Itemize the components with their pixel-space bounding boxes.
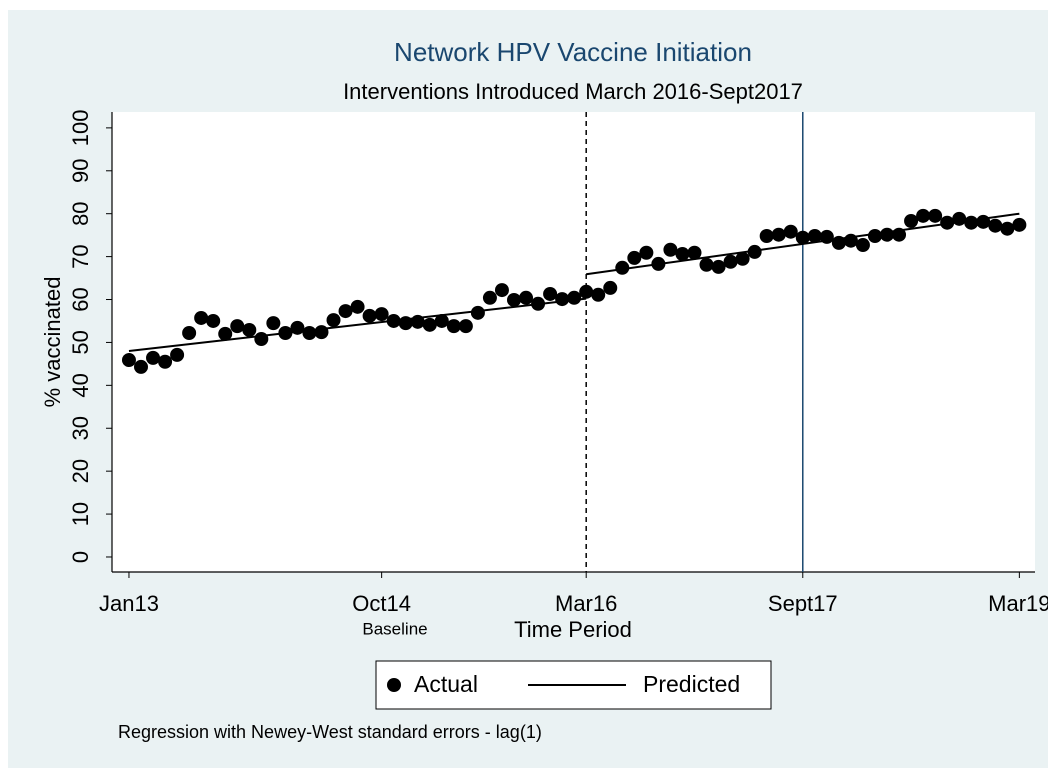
point bbox=[434, 313, 449, 328]
y-tick-label: 40 bbox=[68, 373, 93, 397]
point bbox=[579, 284, 594, 299]
point bbox=[133, 359, 148, 374]
point bbox=[1000, 221, 1015, 236]
point bbox=[639, 245, 654, 260]
y-tick-label: 10 bbox=[68, 502, 93, 526]
point bbox=[519, 290, 534, 305]
point bbox=[230, 319, 245, 334]
point bbox=[675, 247, 690, 262]
y-tick-label: 90 bbox=[68, 159, 93, 183]
point bbox=[627, 250, 642, 265]
point bbox=[242, 322, 257, 337]
point bbox=[663, 242, 678, 257]
point bbox=[470, 305, 485, 320]
line bbox=[586, 212, 1020, 276]
point bbox=[904, 213, 919, 228]
point bbox=[338, 304, 353, 319]
point bbox=[988, 218, 1003, 233]
point bbox=[543, 286, 558, 301]
point bbox=[350, 299, 365, 314]
point bbox=[976, 214, 991, 229]
x-tick-label: Mar19 bbox=[988, 591, 1048, 616]
point bbox=[362, 308, 377, 323]
point bbox=[266, 316, 281, 331]
y-tick-label: 0 bbox=[68, 551, 93, 563]
point bbox=[771, 227, 786, 242]
point bbox=[615, 260, 630, 275]
point bbox=[507, 292, 522, 307]
legend-label: Actual bbox=[414, 671, 478, 697]
chart-title: Network HPV Vaccine Initiation bbox=[394, 37, 752, 67]
point bbox=[326, 313, 341, 328]
x-tick-label: Sept17 bbox=[768, 591, 838, 616]
point bbox=[170, 347, 185, 362]
y-tick-label: 50 bbox=[68, 330, 93, 354]
plot-area bbox=[112, 112, 1035, 572]
point bbox=[206, 313, 221, 328]
point bbox=[1012, 217, 1027, 232]
point bbox=[747, 244, 762, 259]
point bbox=[867, 229, 882, 244]
chart-subtitle: Interventions Introduced March 2016-Sept… bbox=[343, 79, 803, 104]
point bbox=[254, 331, 269, 346]
point bbox=[711, 259, 726, 274]
point bbox=[807, 229, 822, 244]
point bbox=[182, 325, 197, 340]
point bbox=[916, 208, 931, 223]
point bbox=[964, 215, 979, 230]
y-tick-label: 30 bbox=[68, 416, 93, 440]
point bbox=[880, 227, 895, 242]
point bbox=[603, 280, 618, 295]
legend-label: Predicted bbox=[643, 671, 740, 697]
point bbox=[158, 354, 173, 369]
point bbox=[555, 292, 570, 307]
point bbox=[121, 353, 136, 368]
point bbox=[783, 224, 798, 239]
point bbox=[591, 287, 606, 302]
x-axis-label: Time Period bbox=[514, 617, 632, 642]
point bbox=[759, 229, 774, 244]
note: Regression with Newey-West standard erro… bbox=[118, 722, 542, 742]
y-tick-label: 60 bbox=[68, 287, 93, 311]
x-tick-label: Oct14 bbox=[352, 591, 411, 616]
point bbox=[795, 230, 810, 245]
point bbox=[735, 251, 750, 266]
y-tick-label: 80 bbox=[68, 201, 93, 225]
point bbox=[458, 319, 473, 334]
point bbox=[567, 290, 582, 305]
point bbox=[494, 283, 509, 298]
point bbox=[302, 325, 317, 340]
line bbox=[128, 297, 587, 353]
y-tick-label: 70 bbox=[68, 244, 93, 268]
y-axis-label: % vaccinated bbox=[40, 277, 65, 408]
point bbox=[374, 307, 389, 322]
point bbox=[422, 317, 437, 332]
point bbox=[687, 245, 702, 260]
legend-symbol bbox=[387, 678, 401, 692]
point bbox=[699, 257, 714, 272]
point bbox=[928, 208, 943, 223]
point bbox=[855, 238, 870, 253]
x-tick-label: Jan13 bbox=[99, 591, 159, 616]
annotation: Baseline bbox=[362, 619, 427, 638]
y-tick-label: 100 bbox=[68, 110, 93, 147]
point bbox=[314, 325, 329, 340]
point bbox=[218, 326, 233, 341]
point bbox=[482, 290, 497, 305]
point bbox=[723, 254, 738, 269]
point bbox=[146, 350, 161, 365]
point bbox=[194, 310, 209, 325]
x-tick-label: Mar16 bbox=[555, 591, 617, 616]
point bbox=[940, 215, 955, 230]
y-tick-label: 20 bbox=[68, 459, 93, 483]
point bbox=[446, 319, 461, 334]
